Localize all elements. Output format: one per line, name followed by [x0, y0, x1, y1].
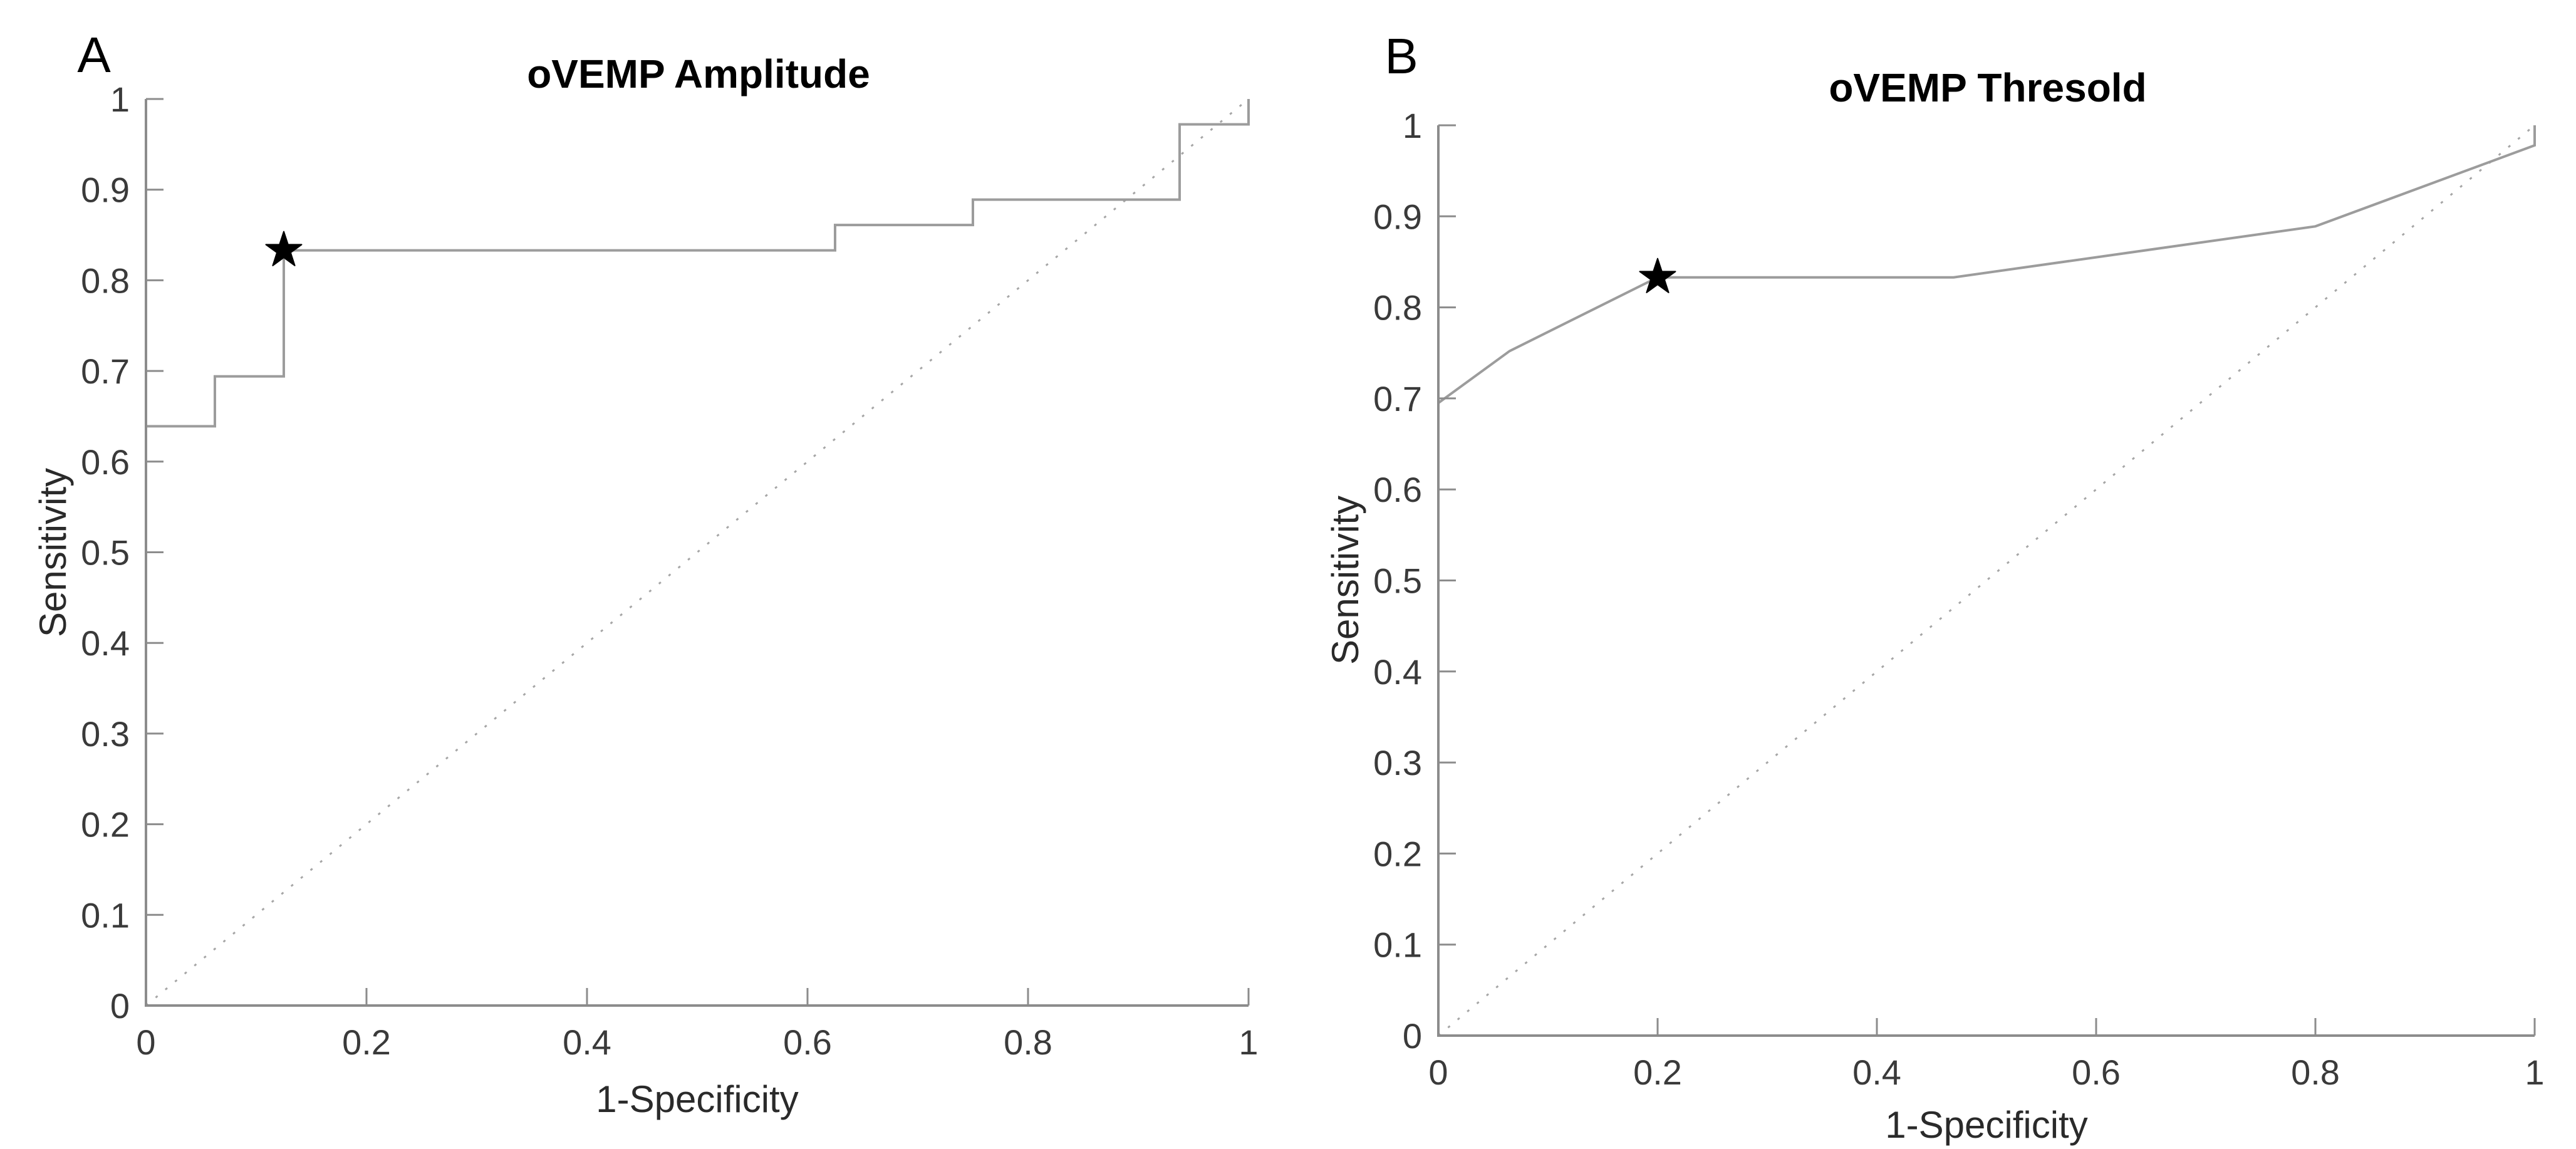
- y-tick-label: 0.6: [81, 442, 130, 482]
- y-tick-label: 1: [110, 80, 130, 119]
- optimal-cutoff-star: [1639, 257, 1676, 293]
- x-tick-label: 0.6: [2072, 1053, 2121, 1092]
- y-tick-label: 0.5: [81, 533, 130, 573]
- x-tick-label: 1: [2525, 1053, 2544, 1092]
- y-tick-label: 0.1: [1373, 925, 1422, 965]
- y-tick-label: 0.5: [1373, 561, 1422, 601]
- x-tick-label: 0: [1428, 1053, 1448, 1092]
- y-tick-label: 0.8: [81, 261, 130, 300]
- x-tick-label: 0.2: [342, 1022, 391, 1062]
- y-tick-label: 0: [110, 986, 130, 1026]
- panel-letter-b: B: [1384, 28, 1418, 84]
- x-tick-label: 0.8: [2291, 1053, 2340, 1092]
- y-tick-label: 0.2: [81, 805, 130, 845]
- y-tick-label: 0.3: [1373, 743, 1422, 782]
- roc-curve: [146, 99, 1250, 428]
- y-axis-label-a: Sensitivity: [32, 467, 74, 638]
- x-tick-label: 0.2: [1633, 1053, 1682, 1092]
- x-tick-label: 0.4: [1852, 1053, 1901, 1092]
- y-tick-label: 0.8: [1373, 288, 1422, 328]
- y-tick-label: 0.9: [81, 170, 130, 210]
- x-axis-label-a: 1-Specificity: [596, 1078, 799, 1120]
- y-tick-label: 0.2: [1373, 834, 1422, 873]
- y-tick-label: 0: [1403, 1016, 1422, 1056]
- y-tick-label: 0.6: [1373, 470, 1422, 509]
- optimal-cutoff-star: [265, 231, 303, 266]
- chart-title-a: oVEMP Amplitude: [527, 51, 870, 96]
- y-tick-label: 0.9: [1373, 197, 1422, 236]
- x-tick-label: 0.8: [1004, 1022, 1052, 1062]
- y-tick-label: 0.7: [1373, 379, 1422, 419]
- x-tick-label: 0.6: [783, 1022, 832, 1062]
- chance-diagonal: [145, 98, 1249, 1007]
- roc-curve: [1437, 125, 2536, 404]
- y-axis-label-b: Sensitivity: [1324, 495, 1366, 665]
- panel-letter-a: A: [77, 27, 111, 83]
- y-tick-label: 0.1: [81, 895, 130, 935]
- chart-title-b: oVEMP Thresold: [1829, 65, 2147, 110]
- chance-diagonal: [1438, 124, 2535, 1037]
- y-tick-label: 0.4: [81, 623, 130, 663]
- y-tick-label: 1: [1403, 106, 1422, 145]
- y-tick-label: 0.4: [1373, 652, 1422, 692]
- x-tick-label: 1: [1239, 1022, 1258, 1062]
- y-tick-label: 0.7: [81, 351, 130, 391]
- y-tick-label: 0.3: [81, 714, 130, 754]
- x-axis-label-b: 1-Specificity: [1885, 1104, 2088, 1146]
- x-tick-label: 0: [136, 1022, 155, 1062]
- x-tick-label: 0.4: [563, 1022, 611, 1062]
